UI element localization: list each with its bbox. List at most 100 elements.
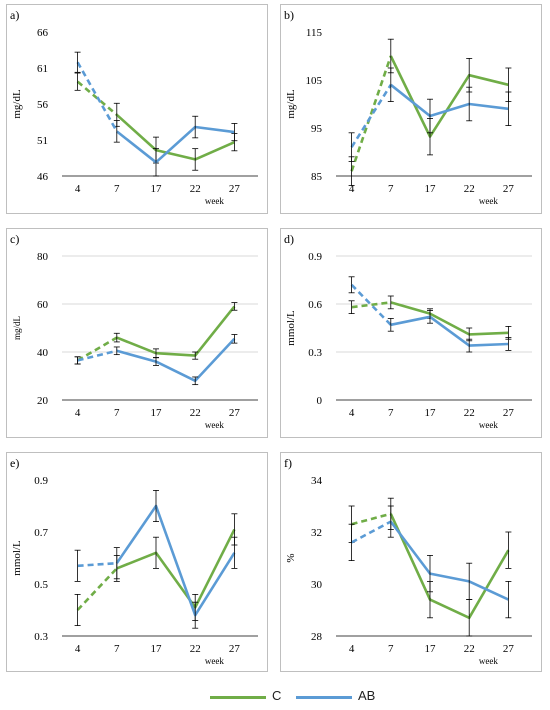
y-axis-label: %: [285, 553, 297, 562]
x-tick-label: 7: [114, 407, 120, 419]
x-tick-label: 22: [190, 407, 201, 419]
x-tick-label: 4: [349, 407, 355, 419]
y-tick-label: 61: [37, 63, 48, 75]
error-bar-ab: [427, 98, 433, 134]
series-line-ab-dashed: [76, 61, 118, 133]
panel-label: b): [284, 8, 294, 22]
x-axis-label: week: [205, 656, 224, 666]
error-bar-ab: [192, 115, 199, 139]
error-bar-ab: [466, 562, 473, 601]
series-line-c-dashed: [351, 301, 391, 309]
y-tick-label: 0.6: [308, 299, 322, 311]
x-axis-label: week: [479, 196, 498, 206]
x-tick-label: 7: [388, 407, 394, 419]
panel-label: a): [10, 8, 19, 22]
error-bar-c: [348, 300, 355, 314]
x-tick-label: 22: [190, 183, 201, 195]
x-tick-label: 17: [151, 183, 163, 195]
series-line-c: [389, 55, 509, 138]
error-bar-ab: [74, 356, 81, 365]
error-bar-ab: [466, 86, 473, 122]
y-tick-label: 66: [37, 27, 49, 39]
series-line-c: [389, 513, 510, 620]
panel-label: d): [284, 232, 294, 246]
series-line-ab: [115, 504, 236, 617]
panel-label: e): [10, 456, 19, 470]
series-line-c-dashed: [76, 336, 118, 362]
x-axis-label: week: [205, 420, 224, 430]
y-axis-label: mmol/L: [11, 540, 23, 576]
x-tick-label: 4: [75, 183, 81, 195]
x-axis-label: week: [479, 420, 498, 430]
x-axis-label: week: [479, 656, 498, 666]
error-bar-ab: [387, 318, 394, 332]
y-tick-label: 0.9: [34, 475, 48, 487]
error-bar-ab: [387, 67, 394, 102]
y-axis-label: mg/dL: [12, 316, 22, 340]
series-line-ab-dashed: [77, 561, 117, 568]
error-bar-c: [192, 148, 199, 171]
chart-svg: f) 28 30 32 34 4 7 17 22 27 week%: [280, 452, 542, 672]
error-bar-ab: [113, 120, 120, 143]
x-tick-label: 27: [503, 643, 515, 655]
x-tick-label: 4: [349, 183, 355, 195]
y-tick-label: 0.3: [308, 347, 322, 359]
panel-frame: [280, 4, 542, 214]
series-line-ab: [116, 337, 236, 383]
y-tick-label: 0.9: [308, 251, 322, 263]
series-line-c-dashed: [350, 55, 393, 172]
y-tick-label: 115: [306, 27, 323, 39]
error-bar-ab: [153, 490, 159, 522]
error-bar-ab: [153, 148, 159, 177]
series-line-c: [116, 305, 236, 357]
chart-svg: a) 46 51 56 61 66 4 7 17 22 27 week mg/dL: [6, 4, 268, 214]
legend-label-c: C: [272, 688, 282, 703]
chart-svg: c) 20 40 60 80 4 7 17 22 27 week mg/dL: [6, 228, 268, 438]
x-tick-label: 27: [229, 183, 241, 195]
panel-frame: [6, 4, 268, 214]
x-tick-label: 7: [388, 643, 394, 655]
series-line-ab-dashed: [350, 520, 392, 544]
y-tick-label: 0.5: [34, 579, 48, 591]
chart-panel-6: f) 28 30 32 34 4 7 17 22 27 week%: [280, 452, 542, 672]
error-bar-ab: [192, 376, 199, 386]
x-tick-label: 27: [503, 407, 515, 419]
error-bar-ab: [505, 337, 512, 351]
y-tick-label: 28: [311, 631, 323, 643]
x-tick-label: 17: [151, 407, 163, 419]
error-bar-ab: [466, 338, 473, 353]
y-tick-label: 105: [306, 75, 323, 87]
series-line-c: [115, 113, 235, 161]
legend-label-ab: AB: [358, 688, 376, 703]
chart-svg: d) 0 0.3 0.6 0.9 4 7 17 22 27 week mmol/L: [280, 228, 542, 438]
y-tick-label: 20: [37, 395, 49, 407]
y-tick-label: 80: [37, 251, 49, 263]
series-line-c: [390, 301, 509, 336]
y-tick-label: 30: [311, 579, 323, 591]
error-bar-ab: [427, 310, 433, 324]
x-tick-label: 17: [425, 643, 437, 655]
x-tick-label: 22: [464, 407, 475, 419]
y-tick-label: 95: [311, 123, 323, 135]
x-tick-label: 27: [503, 183, 515, 195]
y-tick-label: 46: [37, 171, 49, 183]
y-tick-label: 56: [37, 99, 49, 111]
y-tick-label: 0.7: [34, 527, 48, 539]
chart-panel-5: e) 0.3 0.5 0.7 0.9 4 7 17 22 27 week mmol/L: [6, 452, 268, 672]
y-axis-label: mg/dL: [11, 89, 23, 119]
error-bar-c: [153, 536, 159, 569]
error-bar-ab: [387, 505, 394, 538]
chart-svg: e) 0.3 0.5 0.7 0.9 4 7 17 22 27 week mmol/L: [6, 452, 268, 672]
panel-frame: [6, 228, 268, 438]
y-tick-label: 51: [37, 135, 48, 147]
x-tick-label: 4: [75, 643, 81, 655]
x-tick-label: 7: [114, 643, 120, 655]
x-tick-label: 4: [75, 407, 81, 419]
error-bar-ab: [505, 91, 512, 126]
y-tick-label: 85: [311, 171, 323, 183]
error-bar-ab: [231, 536, 238, 569]
error-bar-c: [505, 531, 512, 569]
legend-swatch-ab: [296, 696, 352, 699]
y-tick-label: 0: [317, 395, 323, 407]
